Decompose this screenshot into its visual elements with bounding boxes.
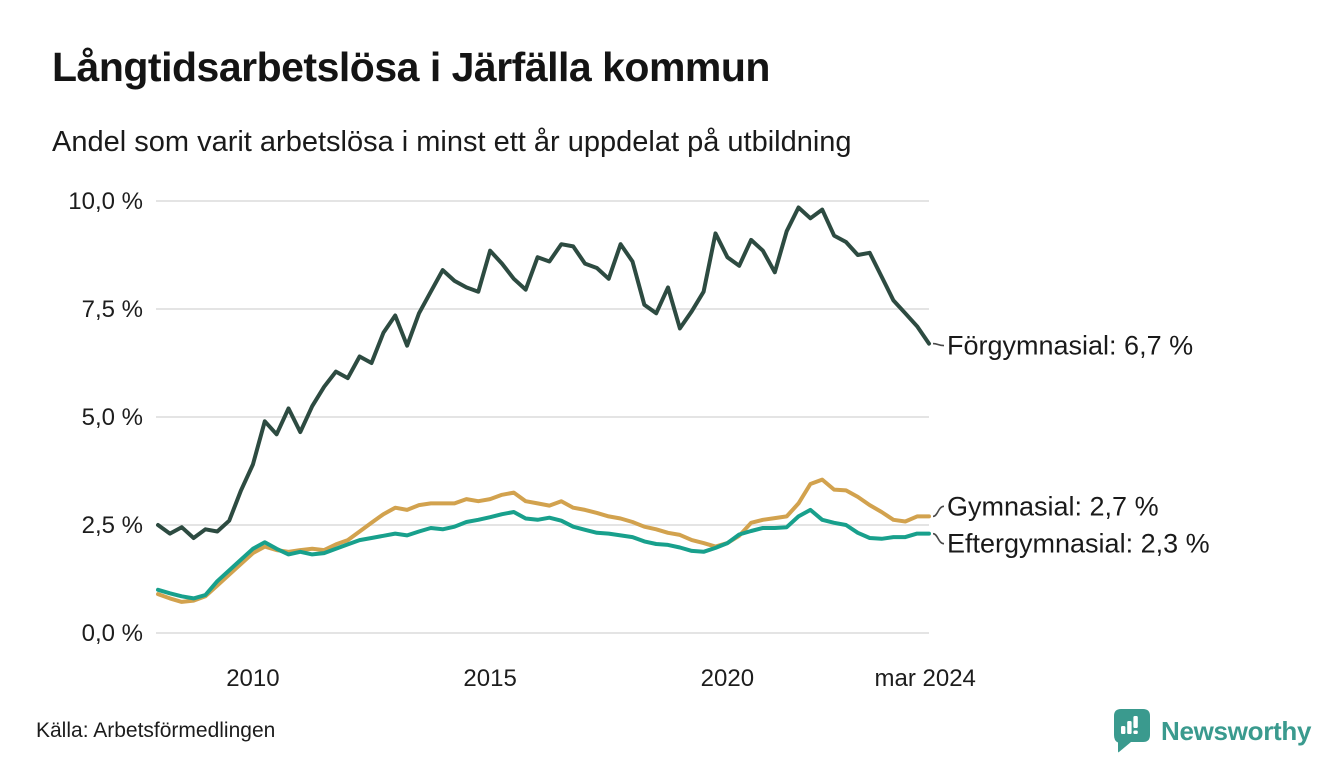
brand-name: Newsworthy	[1161, 715, 1312, 746]
y-tick-label: 5,0 %	[82, 404, 143, 431]
label-connector-gymnasial	[932, 505, 945, 518]
bar-tall	[1127, 721, 1132, 734]
series-line-eftergymnasial	[156, 507, 931, 601]
label-connector-eftergymnasial	[932, 532, 945, 545]
page-title: Långtidsarbetslösa i Järfälla kommun	[52, 44, 770, 90]
series-line-förgymnasial	[156, 205, 931, 540]
y-tick-label: 0,0 %	[82, 620, 143, 647]
label-connector-förgymnasial	[932, 342, 945, 347]
series-end-label-eftergymnasial: Eftergymnasial: 2,3 %	[947, 529, 1210, 559]
brand-logo: Newsworthy	[1112, 708, 1311, 754]
series-end-label-förgymnasial: Förgymnasial: 6,7 %	[947, 331, 1193, 361]
x-tick-label: 2020	[701, 665, 754, 692]
source-note: Källa: Arbetsförmedlingen	[36, 719, 276, 742]
x-tick-label: mar 2024	[875, 665, 976, 692]
exclamation-bar	[1133, 716, 1138, 728]
x-tick-label: 2015	[463, 665, 516, 692]
newsworthy-bubble-bar-chart-icon	[1114, 709, 1150, 753]
y-tick-label: 2,5 %	[82, 512, 143, 539]
chart-subtitle: Andel som varit arbetslösa i minst ett å…	[52, 126, 852, 158]
x-tick-label: 2010	[226, 665, 279, 692]
series-line-gymnasial	[156, 477, 931, 604]
series-end-label-gymnasial: Gymnasial: 2,7 %	[947, 491, 1159, 521]
bar-short	[1121, 726, 1126, 734]
y-tick-label: 10,0 %	[68, 188, 143, 215]
y-tick-label: 7,5 %	[82, 296, 143, 323]
exclamation-dot	[1133, 730, 1138, 734]
bubble-shape	[1114, 709, 1150, 753]
